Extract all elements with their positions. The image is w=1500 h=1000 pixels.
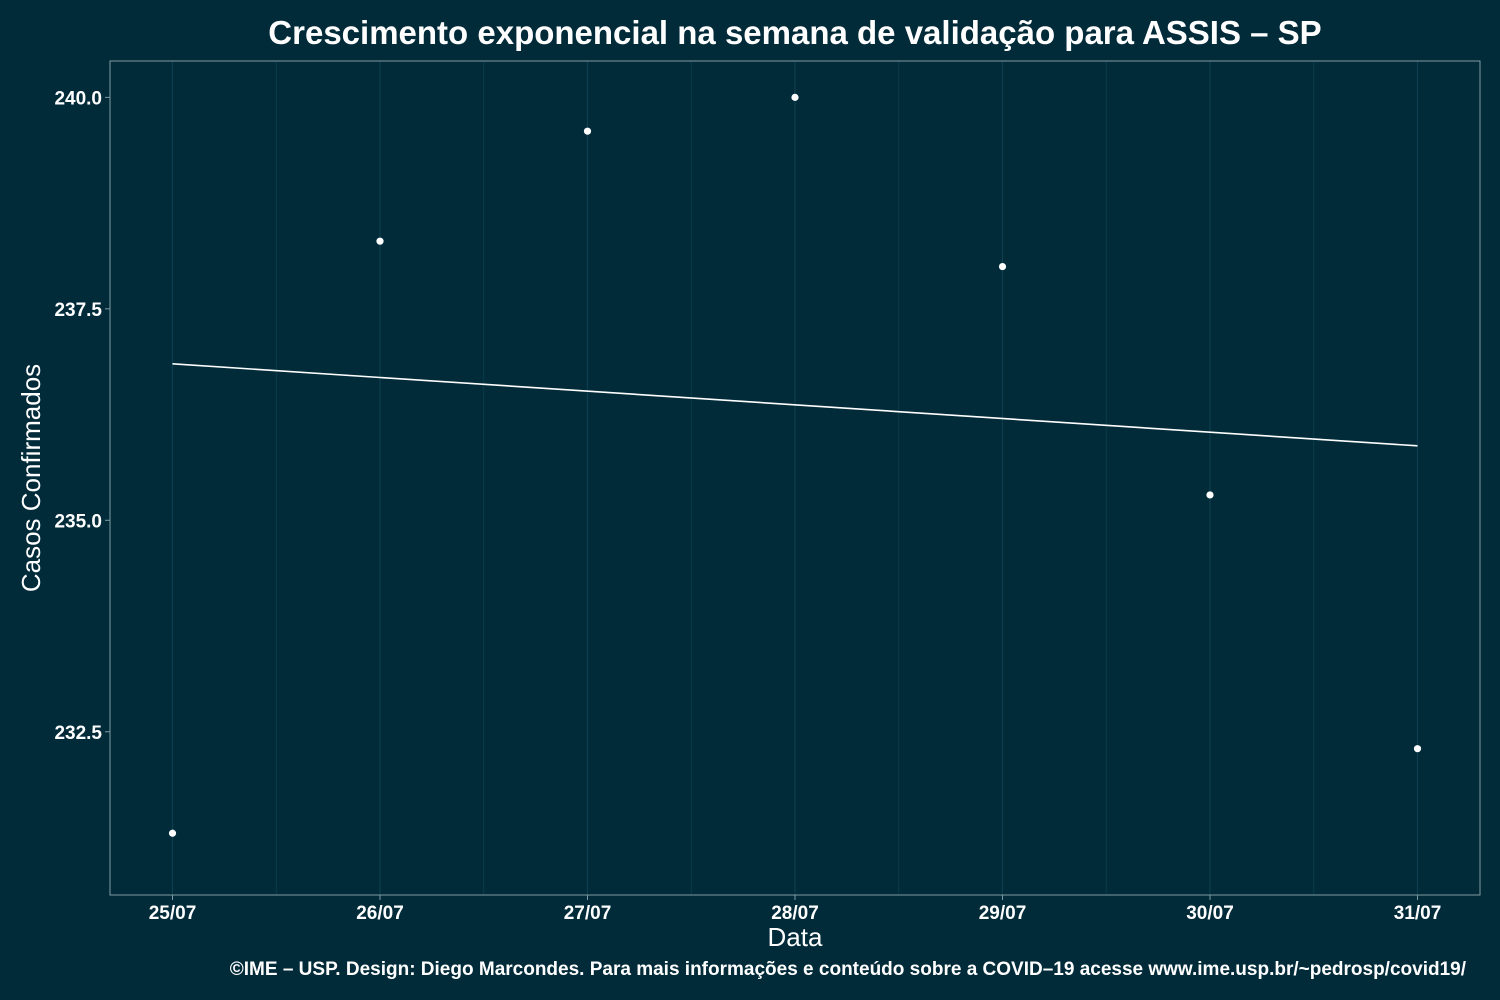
x-tick-label: 31/07 <box>1394 903 1442 924</box>
y-tick-label: 240.0 <box>54 88 102 109</box>
data-point <box>1413 745 1422 753</box>
x-axis: 25/07 26/07 27/07 28/07 29/07 30/07 31/07 <box>149 895 1442 924</box>
data-point <box>1206 491 1214 499</box>
data-point <box>998 262 1007 271</box>
grid <box>171 61 1419 895</box>
caption: ©IME – USP. Design: Diego Marcondes. Par… <box>230 959 1467 980</box>
points-layer <box>168 93 1422 837</box>
y-tick-label: 237.5 <box>54 300 102 321</box>
chart-title: Crescimento exponencial na semana de val… <box>268 14 1321 51</box>
x-tick-label: 25/07 <box>149 903 197 924</box>
y-axis-title: Casos Confirmados <box>16 364 46 592</box>
x-tick-label: 28/07 <box>771 903 819 924</box>
x-tick-label: 27/07 <box>564 903 612 924</box>
x-tick-label: 26/07 <box>356 903 404 924</box>
y-tick-label: 232.5 <box>54 723 102 744</box>
y-tick-label: 235.0 <box>54 511 102 532</box>
x-tick-label: 29/07 <box>979 903 1027 924</box>
data-point <box>376 237 384 245</box>
y-axis: 232.5 235.0 237.5 240.0 <box>54 88 110 744</box>
x-tick-label: 30/07 <box>1186 903 1234 924</box>
data-point <box>168 829 177 837</box>
trend-line <box>172 363 1418 447</box>
data-point <box>791 93 799 101</box>
data-point <box>583 127 592 135</box>
x-axis-title: Data <box>768 922 823 952</box>
trend-line-layer <box>172 363 1418 447</box>
